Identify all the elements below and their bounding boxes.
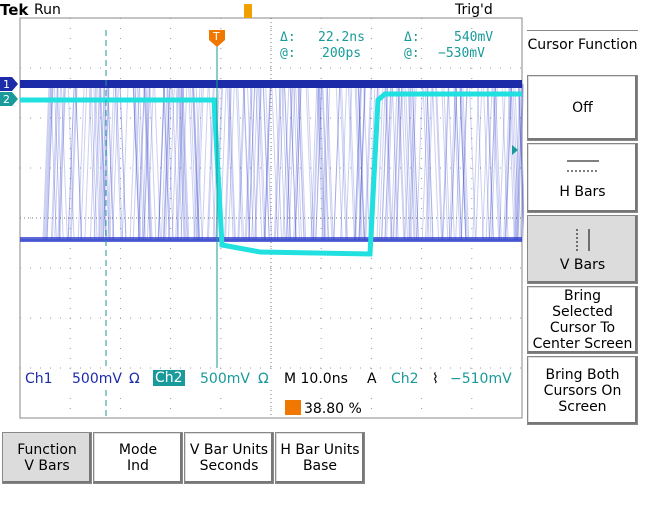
ch1-high-band: [20, 80, 522, 88]
ch1-scale: 500mV: [72, 371, 122, 387]
ch1-marker: [0, 77, 18, 91]
graticule-area: 1 2 T: [0, 4, 524, 419]
menu-h-bars[interactable]: H Bars: [527, 143, 638, 213]
top-bar: Tek Run Trig'd: [0, 0, 524, 20]
timebase: M 10.0ns: [284, 371, 348, 387]
trigger-pos-icon: [285, 400, 301, 415]
ch2-marker: [0, 92, 18, 106]
menu-both-cursors[interactable]: Bring Both Cursors On Screen: [527, 356, 638, 425]
bottom-button-label: Mode: [118, 442, 158, 458]
menu-off[interactable]: Off: [527, 75, 638, 141]
v-bars-icon: [576, 228, 589, 251]
bottom-button-value: Ind: [127, 458, 149, 474]
acq-mode: A: [367, 371, 377, 387]
volt-at-label: @:: [404, 46, 420, 61]
ch1-trace: [20, 83, 522, 241]
trigger-slope: ⌇: [432, 371, 439, 387]
ch1-marker-label: 1: [3, 78, 10, 91]
time-delta-label: Δ:: [280, 30, 296, 45]
ch2-label: Ch2: [153, 370, 185, 386]
h-bars-label: H Bars: [559, 184, 606, 200]
status-bar: Ch1 500mV Ω Ch2 500mV Ω M 10.0ns A Ch2 ⌇…: [22, 370, 520, 390]
ch1-trace: [20, 83, 522, 241]
bottom-button-label: Function: [17, 442, 77, 458]
volt-delta: 540mV: [454, 30, 494, 45]
ch1-trace: [20, 83, 522, 241]
time-at-label: @:: [280, 46, 296, 61]
ch2-marker-label: 2: [3, 93, 10, 106]
ch1-trace: [20, 83, 522, 241]
bottom-button-value: Seconds: [199, 458, 259, 474]
center-cursor-label: Bring Selected Cursor To Center Screen: [532, 288, 633, 352]
trigger-level: −510mV: [450, 371, 512, 387]
bottom-button-label: H Bar Units: [280, 442, 360, 458]
run-status: Run: [34, 2, 61, 18]
side-menu-title: Cursor Function: [527, 30, 638, 77]
h-bars-icon: [566, 160, 599, 172]
volt-at: −530mV: [438, 46, 485, 61]
both-cursors-label: Bring Both Cursors On Screen: [543, 366, 622, 415]
bottom-button-value: V Bars: [24, 458, 70, 474]
ch1-impedance: Ω: [129, 371, 140, 387]
bottom-button[interactable]: H Bar Units Base: [275, 432, 365, 484]
trigger-level-marker: [512, 145, 518, 155]
trigger-marker-label: T: [212, 30, 220, 43]
ch2-trace: [20, 91, 522, 257]
trigger-position: 38.80 %: [304, 401, 362, 417]
ch2-impedance: Ω: [258, 371, 269, 387]
ch2-scale: 500mV: [200, 371, 250, 387]
trigger-position-icon: [244, 4, 252, 18]
time-at: 200ps: [322, 46, 362, 61]
bottom-button-label: V Bar Units: [189, 442, 269, 458]
brand: Tek: [0, 1, 29, 19]
trigger-status: Trig'd: [455, 2, 493, 18]
time-delta: 22.2ns: [318, 30, 365, 45]
ch1-low-band: [20, 237, 522, 242]
trigger-marker: [209, 30, 225, 47]
menu-v-bars[interactable]: V Bars: [527, 215, 638, 284]
v-bars-label: V Bars: [559, 256, 606, 273]
trigger-source: Ch2: [391, 371, 419, 387]
volt-delta-label: Δ:: [404, 30, 420, 45]
bottom-button-value: Base: [302, 458, 338, 474]
bottom-button[interactable]: Mode Ind: [93, 432, 183, 484]
menu-center-cursor[interactable]: Bring Selected Cursor To Center Screen: [527, 286, 638, 354]
ch1-label: Ch1: [25, 371, 53, 387]
bottom-button[interactable]: Function V Bars: [2, 432, 92, 484]
bottom-button[interactable]: V Bar Units Seconds: [184, 432, 274, 484]
